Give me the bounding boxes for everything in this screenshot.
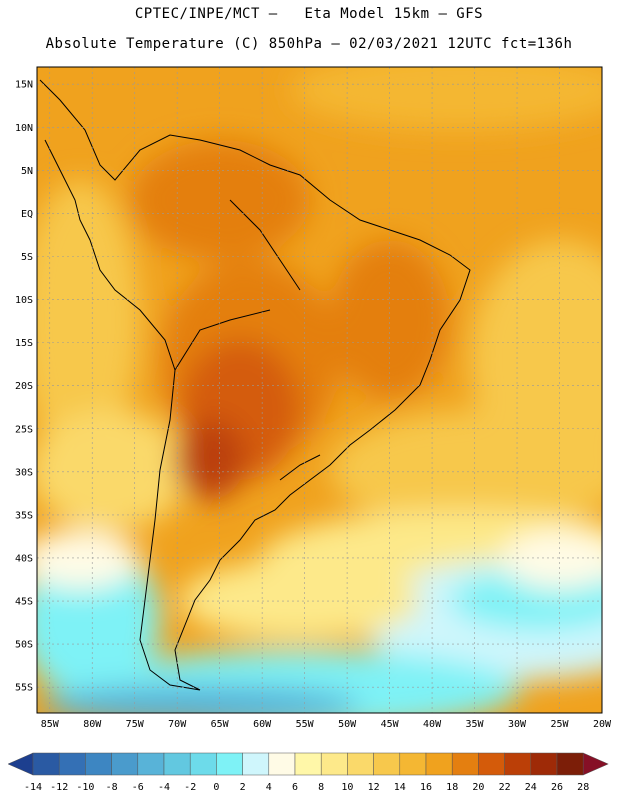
colorbar-box — [347, 752, 374, 776]
colorbar-box — [111, 752, 139, 776]
colorbar-label: 16 — [420, 782, 432, 793]
colorbar-label: 10 — [341, 782, 353, 793]
colorbar-label: 4 — [266, 782, 272, 793]
colorbar-box — [373, 752, 401, 776]
colorbar-box — [163, 752, 191, 776]
colorbar-box — [242, 752, 270, 776]
latitude-label: 25S — [15, 424, 33, 435]
colorbar-label: 0 — [213, 782, 219, 793]
latitude-label: 45S — [15, 597, 33, 608]
latitude-label: 15N — [15, 80, 33, 91]
colorbar-box — [451, 752, 479, 776]
colorbar-box — [58, 752, 86, 776]
colorbar-box — [320, 752, 348, 776]
colorbar-label: -12 — [50, 782, 68, 793]
colorbar-label: 6 — [292, 782, 298, 793]
colorbar-box — [85, 752, 112, 776]
colorbar-label: 24 — [525, 782, 537, 793]
coastline — [39, 79, 471, 691]
colorbar-box — [294, 752, 322, 776]
latitude-label: 10S — [15, 295, 33, 306]
latitude-label: 15S — [15, 338, 33, 349]
colorbar-label: -2 — [184, 782, 196, 793]
colorbar-box — [530, 752, 558, 776]
longitude-label: 35W — [466, 719, 485, 730]
colorbar-label: 18 — [446, 782, 458, 793]
longitude-label: 55W — [296, 719, 315, 730]
latitude-label: 55S — [15, 683, 33, 694]
lat-lon-grid — [37, 67, 602, 713]
temperature-map: 15N 10N 5N EQ 5S 10S 15S 20S 25S 30S 35S 40S 45S 50S 5… — [15, 66, 612, 730]
latitude-label: 5N — [21, 166, 33, 177]
colorbar-label: -6 — [132, 782, 144, 793]
latitude-label: 40S — [15, 553, 33, 564]
latitude-label: 5S — [21, 252, 33, 263]
colorbar: -14 -12 -10 -8 -6 -4 -2 0 2 4 6 8 10 12 14 16 18 20 22 24 26… — [7, 752, 609, 793]
colorbar-left-arrow — [7, 752, 34, 776]
longitude-labels: 85W 80W 75W 70W 65W 60W 55W 50W 45W 40W 35W 30W 25W 2… — [41, 719, 612, 730]
colorbar-box — [137, 752, 165, 776]
colorbar-box — [268, 752, 296, 776]
colorbar-box — [399, 752, 427, 776]
colorbar-box — [216, 752, 243, 776]
latitude-label: EQ — [21, 209, 33, 220]
colorbar-label: -14 — [24, 782, 42, 793]
longitude-label: 60W — [253, 719, 272, 730]
colorbar-label: 8 — [318, 782, 324, 793]
colorbar-box — [504, 752, 532, 776]
longitude-label: 50W — [338, 719, 357, 730]
longitude-label: 25W — [550, 719, 569, 730]
longitude-label: 20W — [593, 719, 612, 730]
colorbar-box — [189, 752, 217, 776]
chart-title-line-2: Absolute Temperature (C) 850hPa – 02/03/… — [45, 36, 573, 52]
colorbar-right-arrow — [582, 752, 609, 776]
latitude-label: 20S — [15, 381, 33, 392]
colorbar-label: 26 — [551, 782, 563, 793]
longitude-label: 40W — [423, 719, 442, 730]
colorbar-label: -10 — [76, 782, 94, 793]
longitude-label: 80W — [83, 719, 102, 730]
colorbar-label: 12 — [368, 782, 380, 793]
colorbar-label: 14 — [394, 782, 406, 793]
colorbar-label: 2 — [240, 782, 246, 793]
latitude-label: 30S — [15, 467, 33, 478]
longitude-label: 85W — [41, 719, 60, 730]
colorbar-label: -4 — [158, 782, 170, 793]
latitude-label: 50S — [15, 640, 33, 651]
colorbar-label: 28 — [577, 782, 589, 793]
longitude-label: 30W — [508, 719, 527, 730]
longitude-label: 75W — [126, 719, 145, 730]
latitude-label: 10N — [15, 123, 33, 134]
longitude-label: 65W — [211, 719, 230, 730]
longitude-label: 45W — [381, 719, 400, 730]
colorbar-box — [556, 752, 584, 776]
colorbar-box — [425, 752, 453, 776]
colorbar-label: 20 — [472, 782, 484, 793]
colorbar-box — [32, 752, 60, 776]
longitude-label: 70W — [168, 719, 187, 730]
map-frame — [36, 66, 603, 714]
colorbar-box — [478, 752, 505, 776]
temperature-field — [37, 67, 602, 713]
colorbar-label: 22 — [499, 782, 511, 793]
latitude-label: 35S — [15, 510, 33, 521]
latitude-labels: 15N 10N 5N EQ 5S 10S 15S 20S 25S 30S 35S 40S 45S 50S 5… — [15, 80, 33, 694]
chart-title-line-1: CPTEC/INPE/MCT – Eta Model 15km – GFS — [134, 6, 484, 22]
colorbar-label: -8 — [106, 782, 118, 793]
